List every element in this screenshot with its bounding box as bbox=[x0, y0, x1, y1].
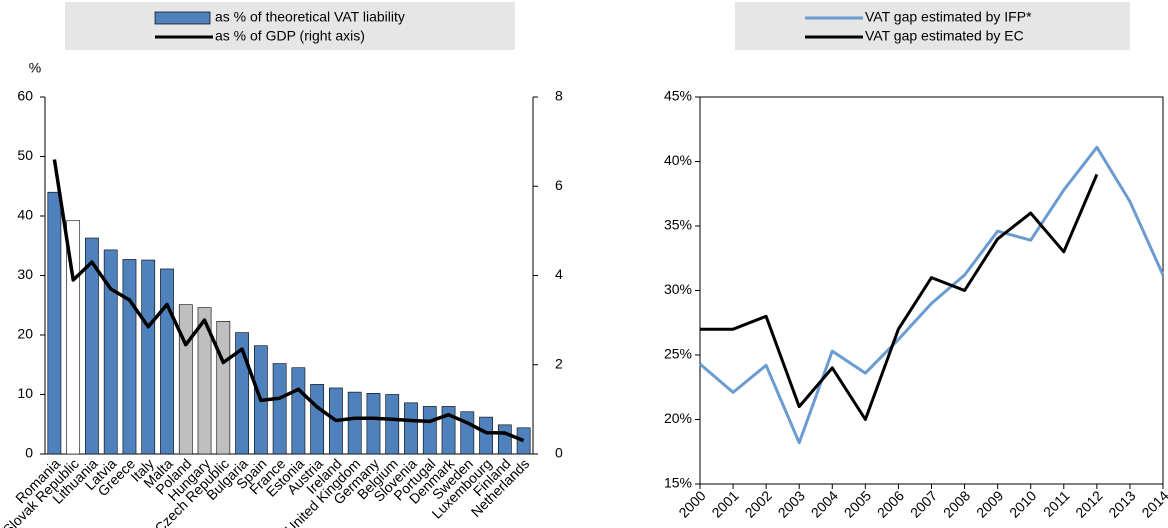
x-tick-label: 2006 bbox=[874, 487, 907, 520]
legend-background bbox=[65, 2, 515, 50]
y-axis-unit: % bbox=[29, 60, 41, 76]
x-tick-label: 2007 bbox=[907, 487, 940, 520]
bar bbox=[160, 268, 174, 455]
x-tick-label: 2012 bbox=[1072, 487, 1105, 520]
legend-label: as % of GDP (right axis) bbox=[215, 28, 365, 44]
y-tick-label: 35% bbox=[664, 217, 692, 233]
y-tick-label: 40 bbox=[17, 207, 33, 223]
bar bbox=[122, 259, 137, 455]
bar bbox=[178, 304, 193, 455]
bar bbox=[516, 427, 531, 455]
y2-tick-label: 8 bbox=[555, 88, 563, 104]
bar bbox=[141, 259, 156, 455]
bar bbox=[366, 393, 381, 455]
x-tick-label: 2010 bbox=[1006, 487, 1039, 520]
line-series bbox=[52, 159, 525, 443]
x-tick-label: 2003 bbox=[775, 487, 808, 520]
y2-tick-label: 4 bbox=[555, 266, 563, 282]
y-tick-label: 40% bbox=[664, 152, 692, 168]
bar bbox=[385, 394, 400, 455]
bar bbox=[422, 406, 437, 455]
y-tick-label: 20 bbox=[17, 326, 33, 342]
bar bbox=[310, 384, 325, 455]
x-tick-label: 2004 bbox=[808, 487, 841, 520]
bar bbox=[404, 402, 418, 455]
y-tick-label: 10 bbox=[17, 385, 33, 401]
y-tick-label: 20% bbox=[664, 410, 692, 426]
bar bbox=[460, 411, 475, 455]
bar bbox=[497, 424, 512, 455]
y-tick-label: 60 bbox=[17, 88, 33, 104]
y-tick-label: 45% bbox=[664, 88, 692, 104]
bar bbox=[85, 237, 99, 455]
x-tick-label: 2009 bbox=[973, 487, 1006, 520]
x-tick-label: 2002 bbox=[742, 487, 775, 520]
x-tick-label: 2014 bbox=[1138, 487, 1168, 520]
y-tick-label: 30 bbox=[17, 266, 33, 282]
y2-tick-label: 6 bbox=[555, 177, 563, 193]
x-tick-label: 2001 bbox=[708, 487, 741, 520]
bar bbox=[347, 391, 362, 455]
legend-label: VAT gap estimated by EC bbox=[865, 28, 1024, 44]
legend-label: as % of theoretical VAT liability bbox=[215, 9, 405, 25]
bar bbox=[272, 363, 287, 455]
y2-tick-label: 2 bbox=[555, 355, 563, 371]
y-tick-label: 50 bbox=[17, 147, 33, 163]
line-series bbox=[699, 145, 1165, 445]
y-tick-label: 25% bbox=[664, 346, 692, 362]
y-tick-label: 15% bbox=[664, 475, 692, 491]
x-tick-label: 2013 bbox=[1105, 487, 1138, 520]
x-tick-label: 2008 bbox=[940, 487, 973, 520]
bar bbox=[103, 249, 118, 455]
bar bbox=[47, 191, 62, 455]
legend-label: VAT gap estimated by IFP* bbox=[865, 9, 1032, 25]
x-tick-label: 2000 bbox=[675, 487, 708, 520]
bar bbox=[197, 307, 212, 455]
axis-line bbox=[44, 97, 534, 455]
bar bbox=[479, 416, 493, 455]
bar bbox=[216, 321, 231, 455]
x-tick-label: 2005 bbox=[841, 487, 874, 520]
y-tick-label: 30% bbox=[664, 281, 692, 297]
bar bbox=[291, 367, 306, 455]
line-series bbox=[700, 173, 1099, 421]
plot-frame bbox=[699, 96, 1164, 485]
legend-swatch bbox=[154, 11, 211, 25]
bar bbox=[441, 406, 456, 455]
x-tick-label: 2011 bbox=[1040, 487, 1073, 520]
legend-background bbox=[735, 2, 1130, 50]
y-tick-label: 0 bbox=[25, 445, 33, 461]
y2-tick-label: 0 bbox=[555, 445, 563, 461]
